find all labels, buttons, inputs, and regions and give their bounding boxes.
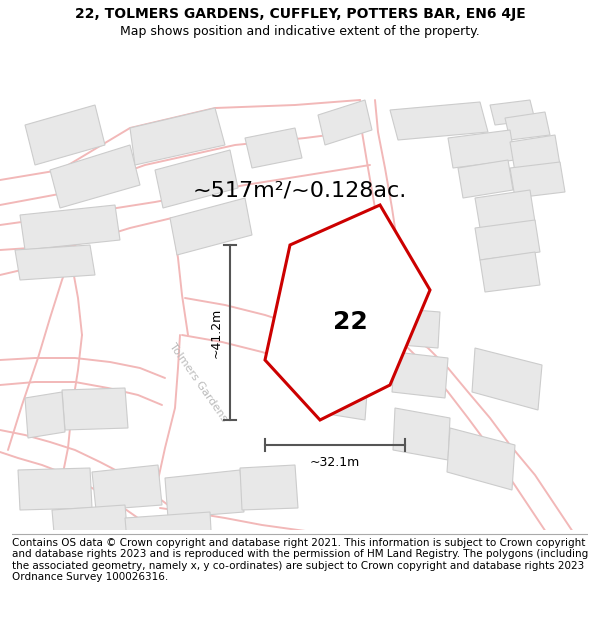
- Polygon shape: [125, 512, 212, 553]
- Polygon shape: [25, 392, 65, 438]
- Polygon shape: [240, 465, 298, 510]
- Polygon shape: [130, 108, 225, 165]
- Text: ~32.1m: ~32.1m: [310, 456, 360, 469]
- Polygon shape: [480, 252, 540, 292]
- Polygon shape: [388, 308, 440, 348]
- Polygon shape: [447, 428, 515, 490]
- Polygon shape: [490, 100, 535, 125]
- Polygon shape: [458, 160, 513, 198]
- Polygon shape: [62, 388, 128, 430]
- Text: Tolmers Gardens: Tolmers Gardens: [167, 341, 229, 423]
- Polygon shape: [510, 135, 560, 172]
- Polygon shape: [318, 100, 372, 145]
- Text: ~517m²/~0.128ac.: ~517m²/~0.128ac.: [193, 180, 407, 200]
- Text: 22: 22: [332, 310, 367, 334]
- Polygon shape: [505, 112, 550, 140]
- Polygon shape: [50, 145, 140, 208]
- Text: 22, TOLMERS GARDENS, CUFFLEY, POTTERS BAR, EN6 4JE: 22, TOLMERS GARDENS, CUFFLEY, POTTERS BA…: [74, 7, 526, 21]
- Polygon shape: [15, 245, 95, 280]
- Polygon shape: [245, 128, 302, 168]
- Polygon shape: [18, 468, 92, 510]
- Polygon shape: [392, 352, 448, 398]
- Polygon shape: [25, 105, 105, 165]
- Polygon shape: [472, 348, 542, 410]
- Polygon shape: [475, 190, 535, 228]
- Text: Map shows position and indicative extent of the property.: Map shows position and indicative extent…: [120, 26, 480, 39]
- Polygon shape: [265, 205, 430, 420]
- Polygon shape: [165, 470, 244, 518]
- Polygon shape: [390, 102, 488, 140]
- Polygon shape: [170, 198, 252, 255]
- Polygon shape: [475, 220, 540, 260]
- Polygon shape: [52, 505, 128, 545]
- Polygon shape: [20, 205, 120, 250]
- Polygon shape: [510, 162, 565, 198]
- Polygon shape: [448, 130, 515, 168]
- Polygon shape: [155, 150, 238, 208]
- Polygon shape: [393, 408, 450, 460]
- Text: Contains OS data © Crown copyright and database right 2021. This information is : Contains OS data © Crown copyright and d…: [12, 538, 588, 582]
- Polygon shape: [92, 465, 162, 510]
- Text: ~41.2m: ~41.2m: [209, 308, 223, 358]
- Polygon shape: [315, 372, 368, 420]
